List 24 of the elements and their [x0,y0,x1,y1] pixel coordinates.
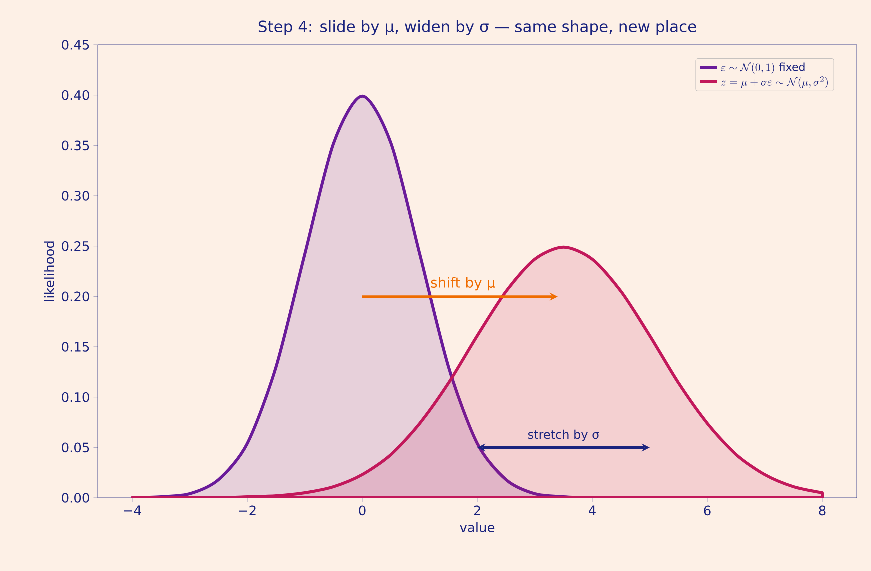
y-tick-label: 0.30 [62,191,90,201]
chart-title: Step 4: slide by μ, widen by σ — same shape, new place [258,20,696,36]
y-tick-label: 0.40 [62,90,90,100]
y-tick-label: 0.35 [62,140,90,151]
x-tick-label: 0 [359,506,366,516]
x-tick-label: −2 [239,506,256,516]
y-tick-label: 0.00 [62,493,90,503]
y-tick-label: 0.25 [62,241,90,252]
annotation: shift by μ [431,277,496,291]
y-tick-label: 0.45 [62,40,90,50]
x-tick-label: 8 [819,506,826,516]
y-tick-label: 0.20 [62,292,90,302]
y-tick-label: 0.15 [62,342,90,352]
legend-label: $z=\mu+\sigma\varepsilon\sim\mathcal{N}(\mu,\sigma^{2})$ [721,76,828,88]
x-tick-label: 2 [474,506,480,516]
y-tick-label: 0.10 [62,392,90,402]
y-axis-title: likelihood [44,242,54,302]
x-tick-label: −4 [124,506,142,516]
x-tick-label: 6 [704,506,711,516]
x-axis-title: value [460,522,495,533]
x-tick-label: 4 [589,506,596,516]
annotation: stretch by σ [528,430,600,442]
legend-label: $\varepsilon \sim \mathcal{N}(0,1)\ \textsf{fixed}$ [721,62,805,74]
y-tick-label: 0.05 [62,442,90,453]
